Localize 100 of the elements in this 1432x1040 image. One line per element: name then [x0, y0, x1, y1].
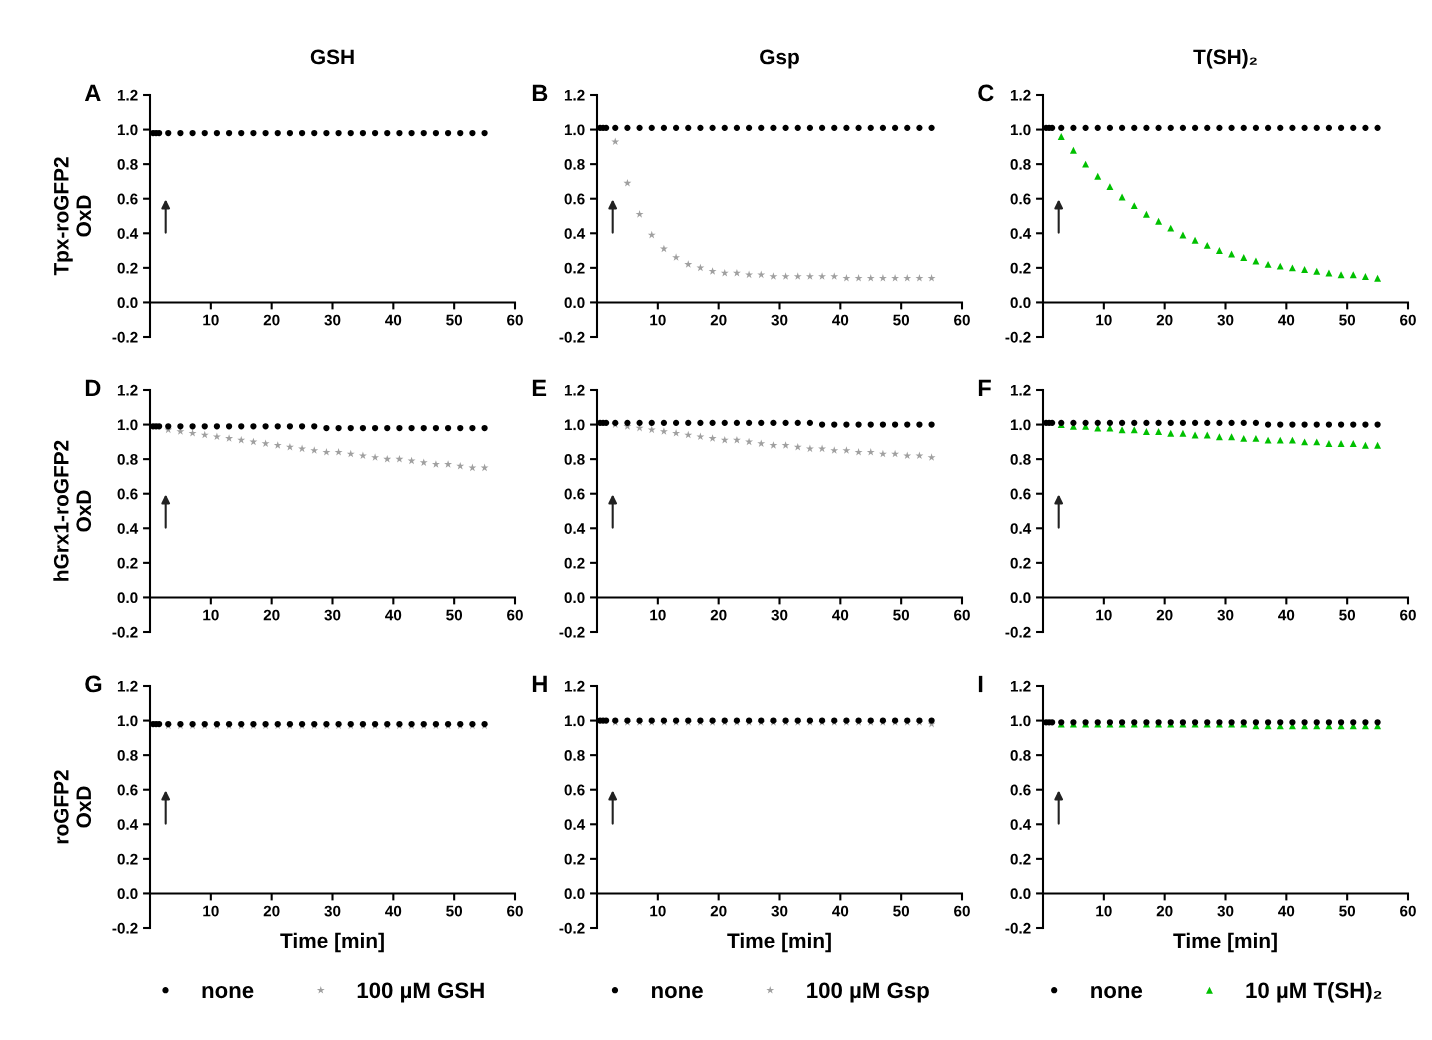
y-tick-label: 0.8 — [117, 750, 138, 761]
y-tick-label: 0.6 — [564, 193, 585, 205]
y-tick-label: 0.0 — [1010, 888, 1031, 900]
x-tick-label: 20 — [710, 314, 727, 326]
y-tick-label: 1.2 — [1010, 680, 1031, 692]
y-tick-label: 1.0 — [117, 715, 138, 727]
y-tick-label: 0.6 — [1010, 784, 1031, 796]
y-tick-label: 0.6 — [117, 488, 138, 500]
y-tick-label: 0.8 — [564, 750, 585, 761]
y-tick-label: 0.0 — [564, 592, 585, 604]
x-tick-label: 60 — [1400, 314, 1416, 326]
x-tick-label: 40 — [1278, 905, 1295, 917]
y-tick-label: -0.2 — [112, 331, 138, 343]
y-tick-label: 1.2 — [1010, 384, 1031, 396]
x-tick-label: 30 — [771, 905, 788, 917]
y-axis-title: Tpx-roGFP2 OxD — [53, 157, 92, 276]
y-tick-label: 0.0 — [117, 592, 138, 604]
x-tick-label: 50 — [893, 314, 910, 326]
chart-title: G — [85, 675, 102, 693]
y-tick-label: 1.0 — [564, 124, 585, 136]
legend-label: none — [1091, 986, 1143, 999]
y-tick-label: 0.2 — [1010, 557, 1031, 569]
x-tick-label: 40 — [385, 314, 402, 326]
x-tick-label: 10 — [1096, 314, 1112, 326]
y-tick-label: 0.0 — [117, 888, 138, 900]
y-tick-label: -0.2 — [1005, 331, 1031, 343]
y-tick-label: 0.4 — [117, 819, 139, 830]
x-tick-label: 10 — [203, 609, 219, 621]
y-tick-label: 0.2 — [564, 853, 585, 865]
chart-subtitle: Gsp — [760, 49, 799, 69]
y-tick-label: -0.2 — [1005, 922, 1031, 934]
x-tick-label: 50 — [893, 905, 910, 917]
y-tick-label: 0.0 — [1010, 297, 1031, 309]
legend-label: none — [202, 986, 254, 999]
y-tick-label: 0.0 — [1010, 592, 1031, 604]
y-axis-title: roGFP2 OxD — [53, 770, 92, 844]
legend-label: 100 µM GSH — [357, 982, 484, 1003]
x-tick-label: 30 — [1217, 905, 1234, 917]
x-tick-label: 50 — [446, 609, 463, 621]
y-tick-label: 1.2 — [117, 89, 138, 101]
y-tick-label: 0.4 — [564, 523, 586, 534]
chart-title: C — [978, 84, 994, 102]
chart-title: F — [978, 379, 991, 397]
y-tick-label: 0.2 — [1010, 853, 1031, 865]
y-tick-label: 1.2 — [117, 384, 138, 396]
legend-label: 10 µM T(SH)₂ — [1246, 981, 1382, 1003]
y-tick-label: 1.2 — [564, 89, 585, 101]
x-tick-label: 50 — [1339, 314, 1356, 326]
chart-subtitle: T(SH)₂ — [1193, 48, 1257, 69]
y-tick-label: 1.0 — [1010, 715, 1031, 727]
y-tick-label: 0.8 — [1010, 454, 1031, 465]
x-tick-label: 10 — [650, 609, 666, 621]
y-tick-label: 0.4 — [117, 228, 139, 239]
y-tick-label: 0.4 — [1010, 228, 1032, 239]
x-tick-label: 50 — [1339, 609, 1356, 621]
x-tick-label: 40 — [832, 905, 849, 917]
y-tick-label: 0.4 — [117, 523, 139, 534]
x-tick-label: 40 — [832, 314, 849, 326]
x-tick-label: 20 — [710, 905, 727, 917]
x-tick-label: 20 — [263, 609, 280, 621]
chart-title: E — [532, 379, 547, 397]
x-tick-label: 60 — [1400, 609, 1416, 621]
chart-title: D — [85, 379, 101, 397]
y-tick-label: -0.2 — [1005, 626, 1031, 638]
x-tick-label: 30 — [1217, 314, 1234, 326]
y-tick-label: 0.0 — [117, 297, 138, 309]
y-tick-label: 0.8 — [564, 454, 585, 465]
chart-title: A — [84, 84, 101, 102]
y-tick-label: 0.2 — [117, 557, 138, 569]
y-tick-label: 0.8 — [117, 159, 138, 170]
x-tick-label: 30 — [771, 314, 788, 326]
x-tick-label: 60 — [507, 905, 523, 917]
x-tick-label: 20 — [1156, 905, 1173, 917]
x-tick-label: 40 — [1278, 609, 1295, 621]
x-tick-label: 20 — [1156, 609, 1173, 621]
x-tick-label: 10 — [650, 905, 666, 917]
x-tick-label: 10 — [1096, 609, 1112, 621]
x-tick-label: 60 — [507, 314, 523, 326]
x-tick-label: 20 — [263, 314, 280, 326]
y-tick-label: 0.6 — [117, 784, 138, 796]
x-axis-title: Time [min] — [280, 932, 384, 953]
y-tick-label: 1.2 — [564, 680, 585, 692]
y-tick-label: 0.0 — [564, 888, 585, 900]
y-tick-label: 1.0 — [564, 715, 585, 727]
y-tick-label: 0.6 — [1010, 488, 1031, 500]
x-tick-label: 30 — [771, 609, 788, 621]
x-tick-label: 50 — [446, 905, 463, 917]
x-tick-label: 50 — [893, 609, 910, 621]
chart-title: H — [532, 675, 547, 693]
x-tick-label: 20 — [1156, 314, 1173, 326]
x-tick-label: 10 — [650, 314, 666, 326]
y-tick-label: -0.2 — [559, 331, 585, 343]
y-tick-label: 0.2 — [564, 262, 585, 274]
x-tick-label: 10 — [1096, 905, 1112, 917]
chart-title: B — [532, 84, 548, 102]
y-tick-label: -0.2 — [559, 626, 585, 638]
y-tick-label: 0.2 — [1010, 262, 1031, 274]
x-tick-label: 40 — [385, 609, 402, 621]
x-tick-label: 40 — [1278, 314, 1295, 326]
chart-subtitle: GSH — [310, 49, 354, 65]
